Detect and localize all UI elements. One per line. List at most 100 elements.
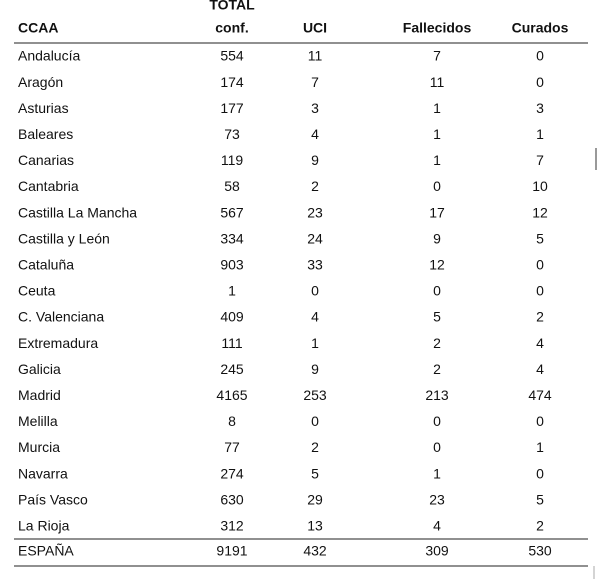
row-label: Extremadura <box>18 335 98 351</box>
row-label: Asturias <box>18 100 69 116</box>
cell: 7 <box>311 74 319 90</box>
cell: 111 <box>221 335 242 351</box>
cell: 4 <box>311 126 319 142</box>
column-header: CCAA <box>18 20 58 36</box>
cell: 4 <box>536 361 544 377</box>
row-label: Castilla La Mancha <box>18 204 137 220</box>
row-label: Madrid <box>18 387 61 403</box>
row-label: Ceuta <box>18 283 56 299</box>
cell: 17 <box>429 204 445 220</box>
total-cell: 309 <box>425 543 449 559</box>
cell: 73 <box>224 126 240 142</box>
cell: 5 <box>433 309 441 325</box>
cell: 58 <box>224 178 240 194</box>
cell: 2 <box>536 309 544 325</box>
cell: 5 <box>311 465 319 481</box>
cell: 24 <box>307 230 323 246</box>
cell: 3 <box>536 100 544 116</box>
cell: 0 <box>433 439 441 455</box>
cell: 0 <box>433 413 441 429</box>
row-label: Castilla y León <box>18 230 110 246</box>
row-label: País Vasco <box>18 491 88 507</box>
column-header: Fallecidos <box>403 20 472 36</box>
cell: 0 <box>536 283 544 299</box>
row-label: Navarra <box>18 465 68 481</box>
cell: 1 <box>433 465 441 481</box>
cell: 2 <box>311 439 319 455</box>
cell: 4165 <box>216 387 247 403</box>
row-label: Murcia <box>18 439 60 455</box>
cell: 2 <box>536 518 544 534</box>
cell: 0 <box>433 283 441 299</box>
column-header: Curados <box>512 20 569 36</box>
cell: 4 <box>311 309 319 325</box>
cell: 0 <box>536 257 544 273</box>
cell: 177 <box>220 100 244 116</box>
row-label: Canarias <box>18 152 74 168</box>
cell: 245 <box>220 361 244 377</box>
column-header: UCI <box>303 20 327 36</box>
cell: 9 <box>311 361 319 377</box>
cell: 77 <box>224 439 240 455</box>
cell: 409 <box>220 309 244 325</box>
cell: 474 <box>528 387 552 403</box>
cell: 274 <box>220 465 244 481</box>
cell: 10 <box>532 178 548 194</box>
cell: 0 <box>536 74 544 90</box>
cell: 2 <box>433 361 441 377</box>
cell: 630 <box>220 491 244 507</box>
cell: 119 <box>221 152 244 168</box>
column-top-header: TOTAL <box>209 0 255 13</box>
row-label: Baleares <box>18 126 73 142</box>
cell: 23 <box>307 204 323 220</box>
row-label: Cantabria <box>18 178 79 194</box>
cell: 0 <box>536 48 544 64</box>
row-label: Melilla <box>18 413 58 429</box>
cell: 12 <box>532 204 548 220</box>
cell: 5 <box>536 230 544 246</box>
row-label: Cataluña <box>18 257 74 273</box>
cell: 4 <box>536 335 544 351</box>
cell: 9 <box>311 152 319 168</box>
cell: 0 <box>536 413 544 429</box>
column-header: conf. <box>215 20 248 36</box>
cell: 1 <box>536 126 544 142</box>
cell: 0 <box>311 413 319 429</box>
cell: 1 <box>311 335 319 351</box>
cell: 0 <box>433 178 441 194</box>
cell: 1 <box>433 152 441 168</box>
cell: 903 <box>220 257 244 273</box>
cell: 1 <box>433 100 441 116</box>
cell: 567 <box>220 204 244 220</box>
row-label: La Rioja <box>18 518 70 534</box>
row-label: C. Valenciana <box>18 309 104 325</box>
cell: 12 <box>429 257 445 273</box>
cell: 7 <box>433 48 441 64</box>
cell: 5 <box>536 491 544 507</box>
row-label: Aragón <box>18 74 63 90</box>
cell: 8 <box>228 413 236 429</box>
cell: 2 <box>311 178 319 194</box>
cell: 554 <box>220 48 244 64</box>
total-label: ESPAÑA <box>18 543 74 559</box>
cell: 2 <box>433 335 441 351</box>
row-label: Galicia <box>18 361 61 377</box>
cell: 13 <box>307 518 323 534</box>
cell: 9 <box>433 230 441 246</box>
cell: 174 <box>220 74 244 90</box>
cell: 11 <box>308 48 323 64</box>
cell: 3 <box>311 100 319 116</box>
cell: 1 <box>536 439 544 455</box>
cell: 0 <box>536 465 544 481</box>
total-cell: 432 <box>303 543 327 559</box>
cell: 11 <box>430 74 445 90</box>
cell: 1 <box>433 126 441 142</box>
total-cell: 530 <box>528 543 552 559</box>
cell: 23 <box>429 491 445 507</box>
cell: 334 <box>220 230 244 246</box>
total-cell: 9191 <box>216 543 247 559</box>
cell: 7 <box>536 152 544 168</box>
cell: 312 <box>220 518 244 534</box>
cell: 4 <box>433 518 441 534</box>
